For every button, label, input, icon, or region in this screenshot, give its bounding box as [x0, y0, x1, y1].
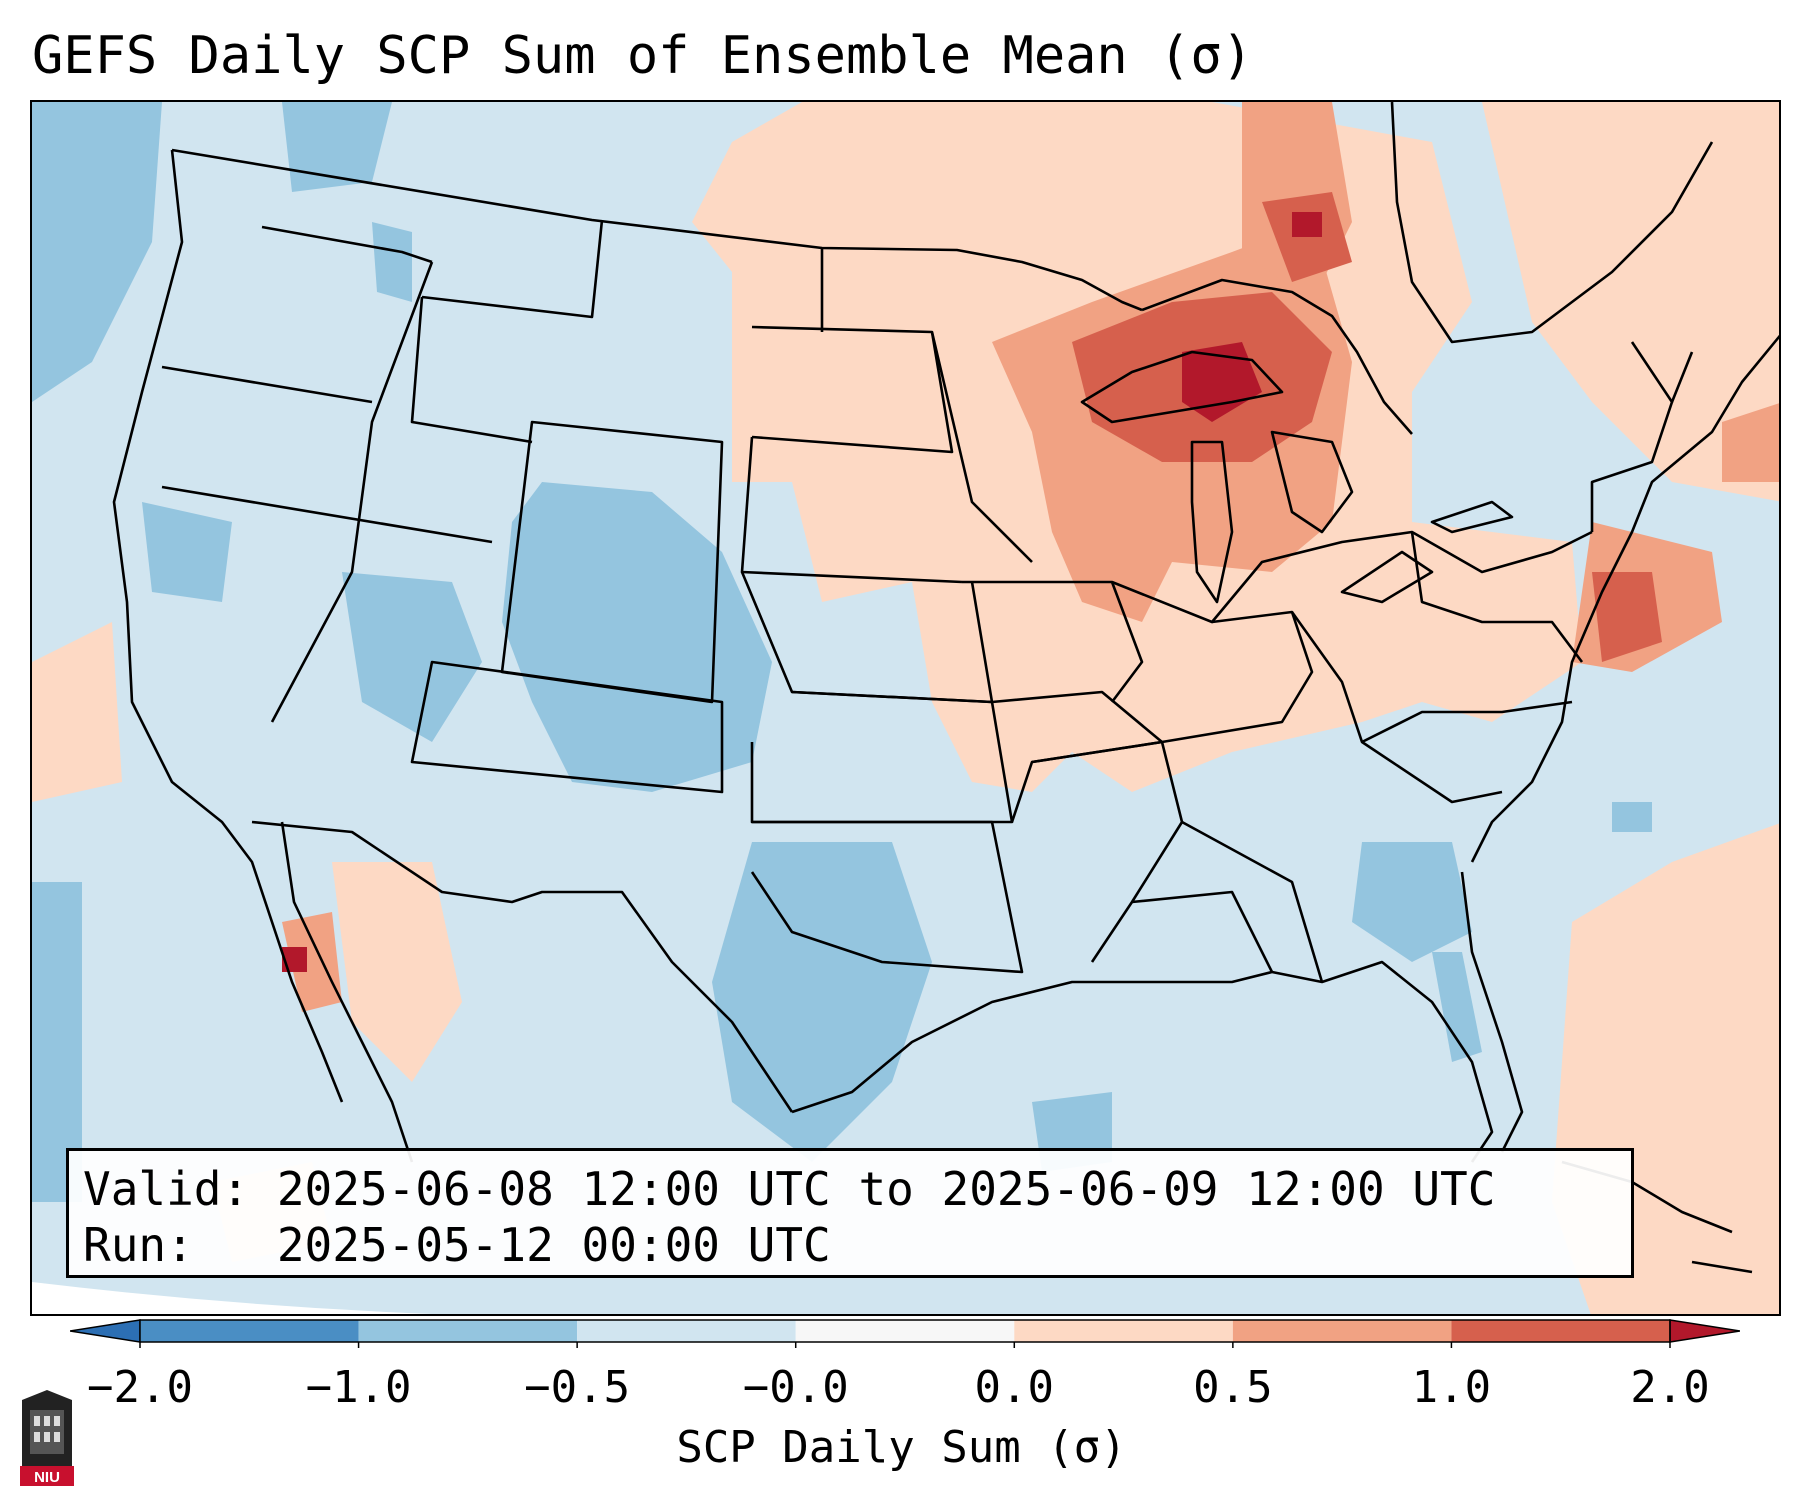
colorbar-tick-label: 0.5: [1193, 1362, 1273, 1413]
colorbar-bin: [1232, 1320, 1452, 1342]
colorbar-bin: [358, 1320, 578, 1342]
colorbar-tick-label: 0.0: [974, 1362, 1055, 1413]
colorbar-bin: [1451, 1320, 1670, 1342]
outside-projection: [32, 1282, 433, 1314]
colorbar-extend-low: [70, 1319, 141, 1343]
colorbar-tick-label: 1.0: [1411, 1362, 1492, 1413]
valid-time-box: Valid: 2025-06-08 12:00 UTC to 2025-06-0…: [66, 1148, 1634, 1278]
run-line: Run: 2025-05-12 00:00 UTC: [83, 1218, 831, 1272]
niu-logo: NIU: [20, 1390, 74, 1486]
colorbar-bin: [795, 1320, 1015, 1342]
colorbar-bin: [577, 1320, 796, 1342]
colorbar-tick-label: −0.5: [524, 1362, 631, 1413]
map-title: GEFS Daily SCP Sum of Ensemble Mean (σ): [32, 26, 1253, 86]
map-panel: [30, 100, 1781, 1316]
valid-line: Valid: 2025-06-08 12:00 UTC to 2025-06-0…: [83, 1162, 1496, 1216]
colorbar: [70, 1319, 1740, 1348]
state-boundaries: [112, 102, 1779, 1274]
scp-map: [32, 102, 1779, 1314]
colorbar-extend-high: [1669, 1319, 1740, 1343]
colorbar-tick-label: −1.0: [305, 1362, 412, 1413]
colorbar-tick-label: −0.0: [742, 1362, 849, 1413]
colorbar-outline: [139, 1319, 1671, 1343]
colorbar-tick-label: −2.0: [87, 1362, 193, 1413]
svg-text:NIU: NIU: [34, 1469, 60, 1486]
colorbar-bin: [1014, 1320, 1233, 1342]
colorbar-tick-label: 2.0: [1630, 1362, 1710, 1413]
colorbar-label: SCP Daily Sum (σ): [676, 1422, 1127, 1473]
colorbar-bin: [140, 1320, 359, 1342]
